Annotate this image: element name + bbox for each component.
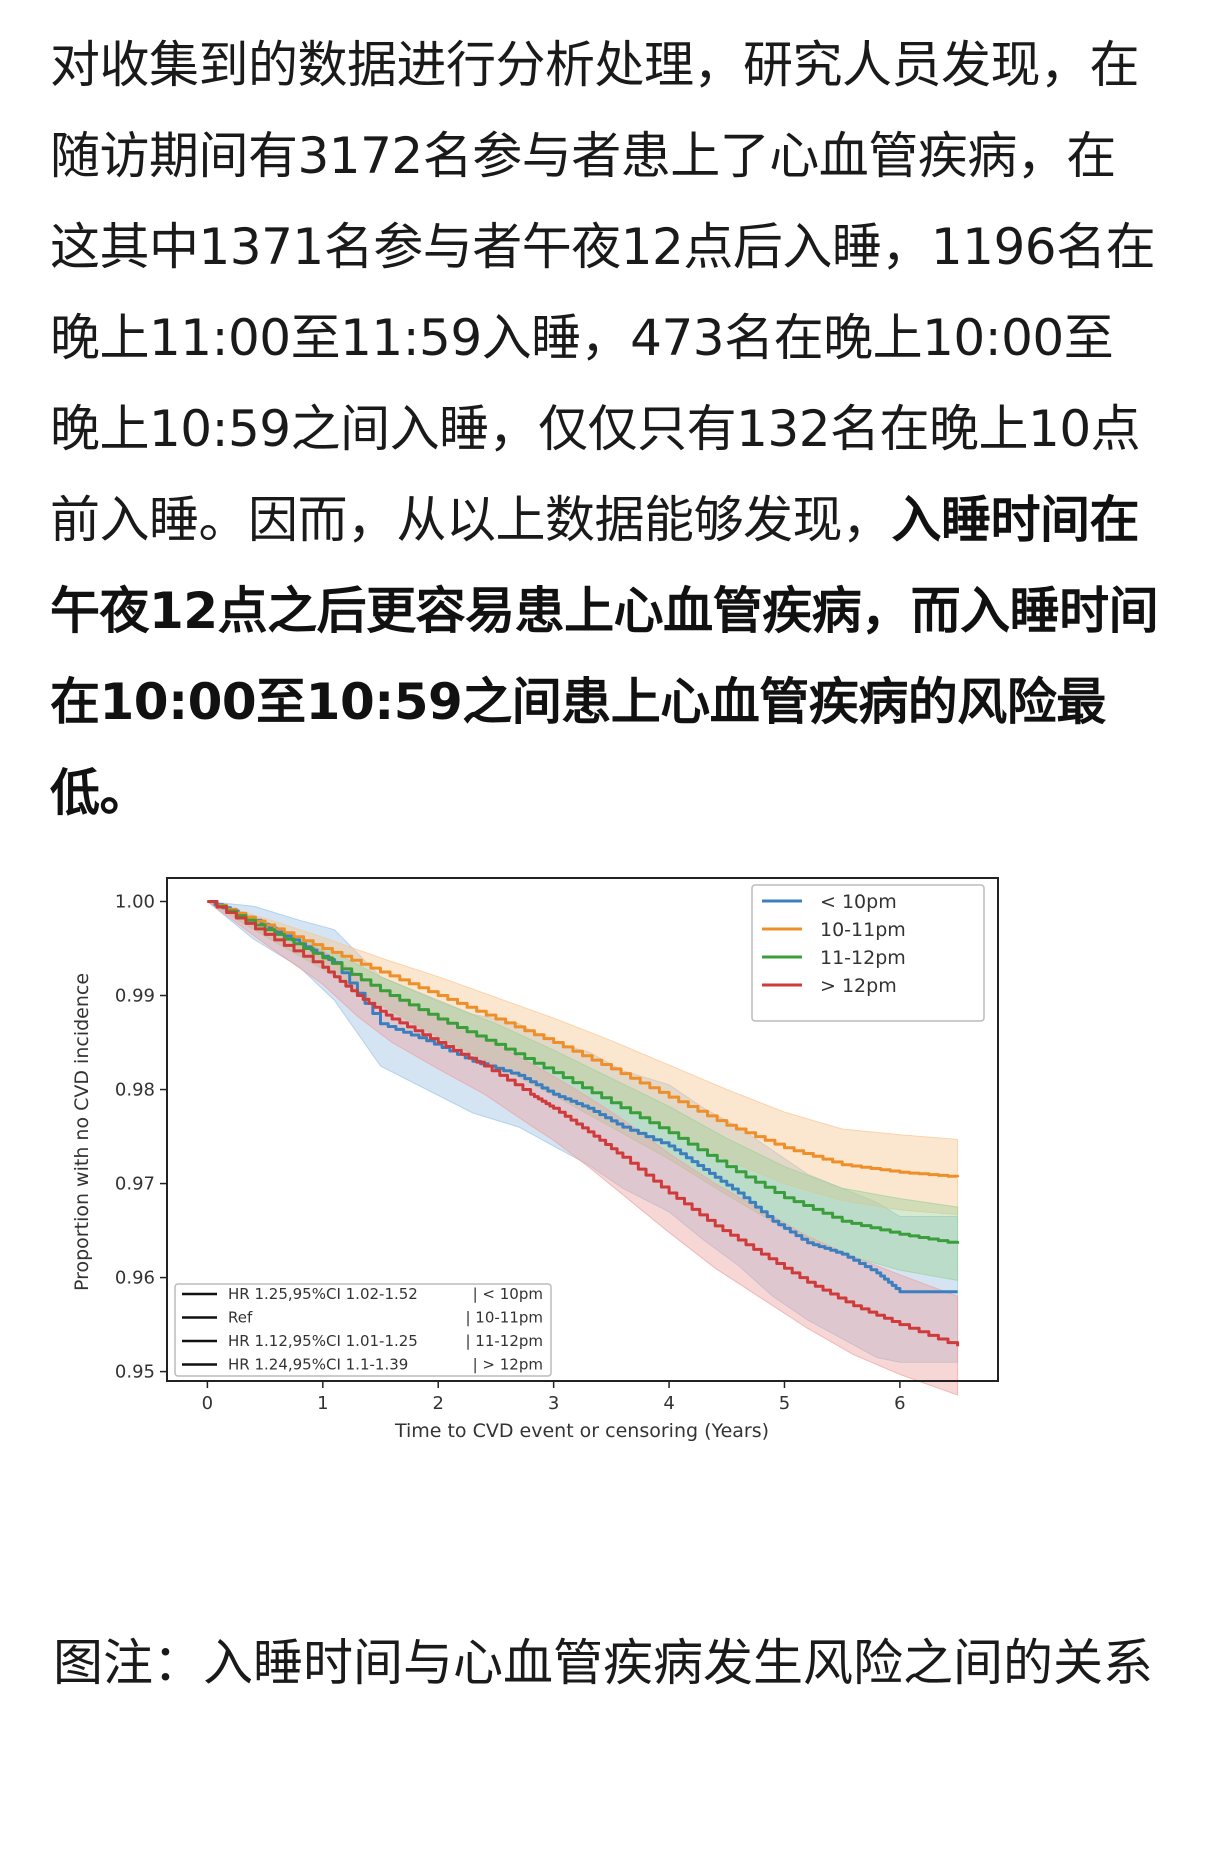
hazard-ratio-box-frame bbox=[174, 1283, 552, 1377]
x-tick-label: 5 bbox=[779, 1393, 790, 1414]
legend-box bbox=[751, 884, 985, 1022]
hr-label: HR 1.25,95%CI 1.02-1.52 bbox=[228, 1285, 418, 1303]
y-tick-label: 0.98 bbox=[115, 1080, 155, 1101]
series-line-11-12pm bbox=[207, 900, 960, 1244]
x-tick-label: 2 bbox=[433, 1393, 444, 1414]
series-line-10-11pm bbox=[207, 900, 960, 1178]
article-paragraph: 对收集到的数据进行分析处理，研究人员发现，在随访期间有3172名参与者患上了心血… bbox=[50, 20, 1160, 839]
legend-label: > 12pm bbox=[820, 975, 897, 997]
x-tick-label: 4 bbox=[663, 1393, 674, 1414]
hr-label: Ref bbox=[228, 1309, 253, 1327]
hr-group: | < 10pm bbox=[473, 1285, 543, 1303]
ci-band-gt-12pm bbox=[206, 900, 959, 1396]
series-line-gt-12pm bbox=[207, 900, 960, 1347]
hr-group: | 10-11pm bbox=[465, 1309, 543, 1327]
legend-label: 10-11pm bbox=[820, 919, 906, 941]
article-text: 对收集到的数据进行分析处理，研究人员发现，在随访期间有3172名参与者患上了心血… bbox=[50, 36, 1156, 549]
y-tick-label: 0.97 bbox=[115, 1174, 155, 1195]
survival-chart: 0 1 2 3 4 5 6 0.95 0.96 0.97 0.98 0.99 1.00 Time to … bbox=[60, 870, 1140, 1590]
plot-frame bbox=[166, 877, 999, 1382]
figure-caption: 图注：入睡时间与心血管疾病发生风险之间的关系 bbox=[53, 1634, 1153, 1692]
legend-label: < 10pm bbox=[820, 891, 897, 913]
x-tick-label: 1 bbox=[317, 1393, 328, 1414]
hr-group: | 11-12pm bbox=[465, 1332, 543, 1350]
x-tick-label: 6 bbox=[894, 1393, 905, 1414]
chart-legend: < 10pm 10-11pm 11-12pm > 12pm bbox=[751, 884, 985, 1022]
hr-label: HR 1.24,95%CI 1.1-1.39 bbox=[228, 1356, 408, 1374]
x-tick-label: 3 bbox=[548, 1393, 559, 1414]
y-tick-label: 0.99 bbox=[115, 986, 155, 1007]
hazard-ratio-box: HR 1.25,95%CI 1.02-1.52 | < 10pm Ref | 10-1… bbox=[174, 1283, 552, 1377]
y-tick-label: 0.95 bbox=[115, 1362, 155, 1383]
hr-label: HR 1.12,95%CI 1.01-1.25 bbox=[228, 1332, 418, 1350]
y-tick-label: 1.00 bbox=[115, 892, 155, 913]
article-highlight: 入睡时间在午夜12点之后更容易患上心血管疾病，而入睡时间在10:00至10:59… bbox=[50, 491, 1159, 822]
legend-label: 11-12pm bbox=[820, 947, 906, 969]
y-axis-label: Proportion with no CVD incidence bbox=[71, 973, 93, 1291]
x-tick-label: 0 bbox=[202, 1393, 213, 1414]
y-tick-label: 0.96 bbox=[115, 1268, 155, 1289]
hr-group: | > 12pm bbox=[473, 1356, 543, 1374]
x-axis-label: Time to CVD event or censoring (Years) bbox=[394, 1420, 769, 1442]
survival-chart-figure: 0 1 2 3 4 5 6 0.95 0.96 0.97 0.98 0.99 1.00 Time to … bbox=[60, 870, 1140, 1590]
